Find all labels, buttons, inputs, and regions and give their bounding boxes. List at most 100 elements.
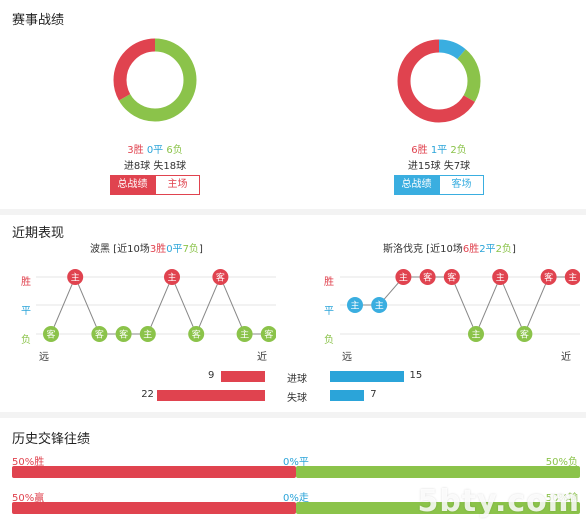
left-scored-bar [220, 371, 265, 382]
right-summary-suffix: ] [511, 244, 516, 255]
right-trend-venue-label: 主 [471, 329, 480, 341]
left-tab-home[interactable]: 主场 [155, 175, 200, 195]
history-row2-left-text: 50%赢 [12, 493, 45, 504]
history-row2-bar [12, 502, 580, 514]
right-record-tabs: 总战绩 客场 [394, 175, 484, 195]
left-team-name: 波黑 [90, 244, 110, 255]
history-section-title: 历史交锋往绩 [12, 432, 91, 447]
left-trend-venue-label: 客 [95, 329, 104, 341]
left-trend-point [260, 326, 276, 342]
right-losses: 2负 [450, 145, 467, 156]
history-row2-right-segment [296, 502, 580, 514]
left-draws: 0平 [146, 145, 164, 156]
right-summary-prefix: [近10场 [423, 244, 463, 255]
right-goals: 进15球 失7球 [407, 161, 471, 172]
history-row2-left-segment [12, 502, 296, 514]
right-trend-venue-label: 客 [520, 329, 529, 341]
history-row2-right-text: 50%输 [545, 493, 578, 504]
right-trend-point [564, 269, 580, 285]
left-donut-wins-slice [113, 38, 197, 122]
left-conceded-bar [157, 390, 265, 401]
right-trend-venue-label: 客 [447, 272, 456, 284]
history-row2-mid-text: 0%走 [283, 493, 309, 504]
right-recent-losses: 2负 [495, 244, 512, 255]
left-trend-point [139, 326, 156, 342]
right-row-win-label: 胜 [324, 277, 334, 288]
history-row1-bar [12, 466, 580, 478]
right-team-name: 斯洛伐克 [383, 244, 423, 255]
left-trend-venue-label: 主 [167, 272, 176, 284]
right-record-summary: 6胜 1平 2负 [369, 141, 509, 156]
history-row1-right-segment [296, 466, 580, 478]
left-trend-point [164, 269, 180, 285]
left-tab-overall[interactable]: 总战绩 [110, 175, 155, 195]
left-record-tabs: 总战绩 主场 [110, 175, 200, 195]
left-trend-line [50, 275, 269, 336]
right-trend-point [443, 269, 460, 285]
right-trend-venue-label: 主 [350, 300, 359, 312]
left-summary-suffix: ] [198, 244, 203, 255]
left-scored-value: 9 [208, 370, 215, 381]
left-trend-point [67, 269, 84, 285]
recent-card: 近期表现 波黑 [近10场3胜0平7负] 斯洛伐克 [近10场6胜2平2负] 胜… [0, 215, 586, 412]
right-trend-point [395, 269, 412, 285]
right-trend-venue-label: 主 [568, 272, 577, 284]
left-summary-prefix: [近10场 [110, 244, 150, 255]
left-trend-point [212, 269, 229, 285]
history-row1-mid-text: 0%平 [283, 457, 309, 468]
right-donut-losses-slice [397, 39, 481, 123]
scored-label: 进球 [287, 374, 307, 385]
left-trend-venue-label: 客 [216, 272, 225, 284]
left-row-win-label: 胜 [21, 277, 31, 288]
left-trend-point [236, 326, 253, 342]
left-trend-venue-label: 客 [119, 329, 128, 341]
left-record-donut [113, 38, 197, 122]
left-record-summary: 3胜 0平 6负 [85, 141, 225, 156]
history-row1-right-text: 50%负 [545, 457, 578, 468]
right-trend-venue-label: 客 [544, 272, 553, 284]
left-trend-venue-label: 客 [192, 329, 201, 341]
left-row-draw-label: 平 [21, 306, 31, 317]
right-tab-overall[interactable]: 总战绩 [394, 175, 439, 195]
left-far-label: 远 [39, 352, 49, 363]
left-trend-venue-label: 客 [264, 329, 273, 341]
right-record-donut [397, 39, 481, 123]
right-scored-value: 15 [409, 370, 423, 381]
right-trend-venue-label: 主 [375, 300, 384, 312]
right-recent-draws: 2平 [479, 244, 496, 255]
left-trend-point [91, 326, 108, 342]
right-trend-chart: 主主主客客主主客客主 [340, 269, 580, 342]
left-row-loss-label: 负 [21, 335, 31, 346]
right-trend-point [468, 326, 484, 342]
left-trend-venue-label: 客 [46, 329, 55, 341]
right-recent-title: 斯洛伐克 [近10场6胜2平2负] [383, 240, 516, 255]
right-near-label: 近 [561, 352, 571, 363]
history-row1-left-text: 50%胜 [12, 457, 45, 468]
right-recent-wins: 6胜 [462, 244, 480, 255]
left-trend-point [115, 326, 132, 342]
right-trend-venue-label: 主 [399, 272, 408, 284]
left-goals: 进8球 失18球 [123, 161, 187, 172]
right-trend-venue-label: 客 [423, 272, 432, 284]
left-trend-venue-label: 主 [71, 272, 80, 284]
right-conceded-bar [330, 390, 365, 401]
left-trend-chart: 客主客客主主客客主客 [36, 269, 276, 342]
right-draws: 1平 [430, 145, 448, 156]
right-row-loss-label: 负 [324, 335, 334, 346]
left-trend-venue-label: 主 [240, 329, 249, 341]
history-card: 历史交锋往绩 50%胜 0%平 50%负 50%赢 0%走 50%输 5bty.… [0, 418, 586, 521]
left-recent-wins: 3胜 [149, 244, 167, 255]
left-recent-losses: 7负 [182, 244, 199, 255]
right-trend-line [355, 275, 573, 336]
left-conceded-value: 22 [141, 389, 154, 400]
right-trend-point [492, 269, 509, 285]
left-trend-venue-label: 主 [143, 329, 152, 341]
left-trend-point [43, 326, 59, 342]
right-trend-point [516, 326, 533, 342]
right-tab-away[interactable]: 客场 [439, 175, 484, 195]
record-section-title: 赛事战绩 [12, 13, 65, 28]
conceded-label: 失球 [287, 393, 307, 404]
right-scored-bar [330, 371, 404, 382]
right-trend-point [347, 297, 363, 313]
left-recent-title: 波黑 [近10场3胜0平7负] [90, 240, 203, 255]
